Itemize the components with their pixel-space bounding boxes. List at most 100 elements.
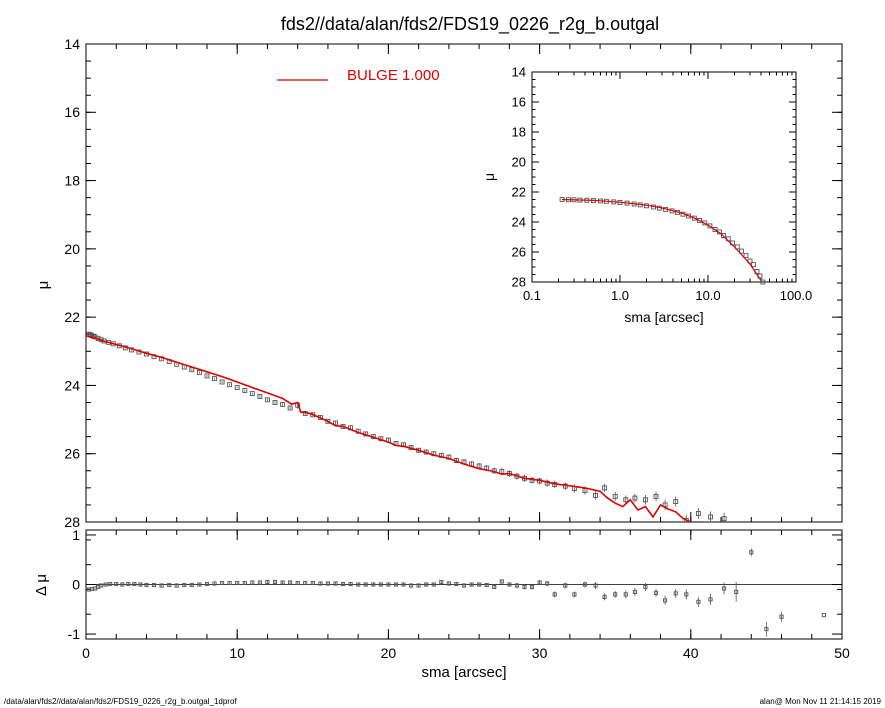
y-tick-label: 28 bbox=[512, 275, 526, 290]
x-tick-label: 0.1 bbox=[523, 288, 541, 303]
data-point bbox=[469, 582, 474, 587]
x-tick-label: 10.0 bbox=[695, 288, 720, 303]
y-tick-label: 20 bbox=[512, 155, 526, 170]
data-point bbox=[409, 583, 414, 588]
data-point bbox=[189, 582, 194, 588]
data-point bbox=[439, 579, 444, 585]
data-point bbox=[280, 402, 286, 407]
data-point bbox=[401, 582, 406, 587]
data-point bbox=[204, 581, 210, 587]
main-data-points bbox=[86, 331, 727, 523]
data-point bbox=[712, 227, 718, 232]
data-point bbox=[167, 582, 172, 588]
inset-x-axis-label: sma [arcsec] bbox=[624, 309, 703, 325]
data-point bbox=[126, 581, 131, 587]
y-tick-label: 14 bbox=[512, 65, 526, 80]
data-point bbox=[623, 497, 629, 503]
data-point bbox=[234, 385, 240, 390]
y-tick-label: 14 bbox=[64, 36, 80, 52]
y-tick-label: 24 bbox=[64, 377, 80, 393]
data-point bbox=[673, 499, 679, 504]
data-point bbox=[212, 581, 217, 586]
data-point bbox=[280, 580, 285, 585]
x-tick-label: 30 bbox=[532, 645, 548, 661]
x-tick-label: 50 bbox=[834, 645, 850, 661]
data-point bbox=[220, 580, 225, 586]
x-tick-label: 10 bbox=[229, 645, 245, 661]
data-point bbox=[563, 583, 568, 588]
y-tick-label: 18 bbox=[512, 125, 526, 140]
data-point bbox=[257, 393, 263, 399]
data-point bbox=[572, 592, 577, 597]
data-point bbox=[529, 584, 535, 590]
y-tick-label: 16 bbox=[512, 95, 526, 110]
data-point bbox=[623, 592, 628, 597]
data-point bbox=[739, 248, 744, 254]
x-tick-label: 100.0 bbox=[780, 288, 813, 303]
data-point bbox=[743, 253, 749, 259]
data-point bbox=[303, 580, 308, 586]
data-point bbox=[499, 579, 504, 584]
x-tick-label: 1.0 bbox=[611, 288, 629, 303]
data-point bbox=[431, 582, 436, 587]
data-point bbox=[734, 589, 739, 594]
data-point bbox=[764, 627, 769, 632]
data-point bbox=[242, 580, 247, 586]
y-tick-label: 22 bbox=[64, 309, 80, 325]
main-y-axis-label: μ bbox=[35, 281, 52, 290]
data-point bbox=[196, 370, 202, 375]
data-point bbox=[708, 597, 713, 602]
data-point bbox=[545, 581, 550, 586]
data-point bbox=[653, 590, 659, 595]
main-model-line bbox=[85, 335, 692, 523]
y-tick-label: 26 bbox=[512, 245, 526, 260]
data-point bbox=[632, 589, 637, 594]
data-point bbox=[760, 279, 766, 285]
y-tick-label: 0 bbox=[72, 576, 80, 592]
data-point bbox=[287, 405, 293, 411]
data-point bbox=[348, 581, 353, 587]
data-point bbox=[99, 583, 104, 588]
data-point bbox=[593, 492, 598, 498]
data-point bbox=[204, 373, 210, 379]
inset-y-ticks: 14 16 18 20 22 24 26 28 bbox=[512, 65, 796, 290]
x-tick-label: 40 bbox=[683, 645, 699, 661]
data-point bbox=[514, 583, 519, 588]
data-point bbox=[272, 579, 278, 585]
data-point bbox=[174, 583, 179, 588]
data-point bbox=[673, 591, 678, 596]
data-point bbox=[691, 215, 697, 221]
x-tick-label: 20 bbox=[381, 645, 397, 661]
data-point bbox=[708, 514, 713, 520]
inset-model-line bbox=[562, 198, 762, 281]
data-point bbox=[721, 233, 726, 238]
data-point bbox=[132, 581, 137, 587]
data-point bbox=[722, 586, 727, 591]
data-point bbox=[363, 582, 368, 587]
data-point bbox=[235, 580, 240, 586]
footer-timestamp: alan@ Mon Nov 11 21:14:15 2019 bbox=[759, 697, 881, 706]
data-point bbox=[416, 583, 421, 588]
data-point bbox=[684, 592, 689, 597]
data-point bbox=[288, 580, 293, 585]
data-point bbox=[318, 581, 323, 586]
data-point bbox=[492, 584, 497, 590]
data-point bbox=[477, 582, 482, 587]
data-point bbox=[340, 581, 346, 587]
data-point bbox=[114, 581, 119, 587]
data-point bbox=[108, 581, 113, 587]
data-point bbox=[242, 388, 248, 393]
data-point bbox=[393, 582, 399, 587]
data-point bbox=[371, 582, 376, 587]
y-tick-label: -1 bbox=[68, 626, 81, 642]
data-point bbox=[779, 614, 784, 619]
chart-title: fds2//data/alan/fds2/FDS19_0226_r2g_b.ou… bbox=[281, 14, 659, 35]
data-point bbox=[103, 582, 108, 587]
y-tick-label: 22 bbox=[512, 185, 526, 200]
y-tick-label: 1 bbox=[72, 527, 80, 543]
inset-x-ticks: 0.1 1.0 10.0 100.0 bbox=[523, 72, 812, 303]
data-point bbox=[484, 582, 489, 588]
legend-label: BULGE 1.000 bbox=[347, 67, 440, 84]
data-point bbox=[120, 582, 125, 587]
